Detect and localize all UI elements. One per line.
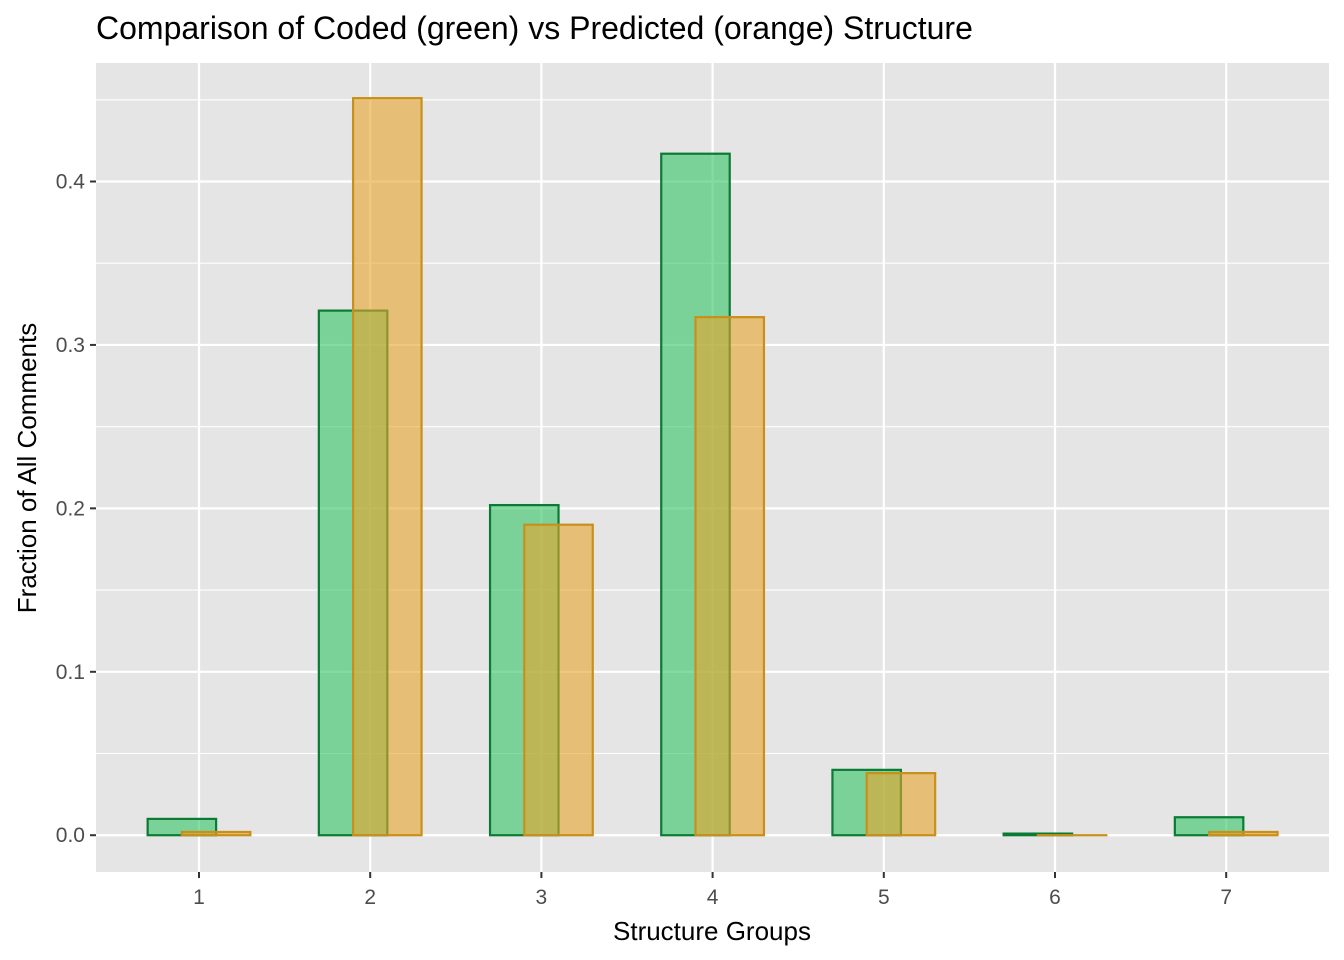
y-tick-label: 0.1 bbox=[56, 661, 85, 684]
x-tick-label: 2 bbox=[364, 886, 376, 909]
y-axis-title: Fraction of All Comments bbox=[12, 323, 42, 613]
x-tick-label: 6 bbox=[1049, 886, 1061, 909]
x-tick-label: 5 bbox=[878, 886, 890, 909]
x-tick-label: 4 bbox=[707, 886, 719, 909]
x-axis-ticks: 1 2 3 4 5 6 7 bbox=[193, 872, 1232, 909]
bar-series2-7 bbox=[1207, 830, 1279, 837]
bar-series2-3 bbox=[523, 523, 594, 837]
bar-series2-5 bbox=[865, 772, 937, 837]
x-axis-title: Structure Groups bbox=[613, 916, 811, 946]
x-tick-label: 3 bbox=[536, 886, 548, 909]
x-tick-label: 7 bbox=[1220, 886, 1232, 909]
y-axis-ticks: 0.0 0.1 0.2 0.3 0.4 bbox=[56, 170, 96, 847]
y-tick-label: 0.2 bbox=[56, 497, 85, 520]
y-tick-label: 0.4 bbox=[56, 170, 86, 193]
chart-title: Comparison of Coded (green) vs Predicted… bbox=[96, 10, 973, 46]
x-tick-label: 1 bbox=[193, 886, 205, 909]
bars bbox=[146, 97, 1279, 837]
y-tick-label: 0.0 bbox=[56, 824, 85, 847]
y-tick-label: 0.3 bbox=[56, 334, 85, 357]
bar-series2-1 bbox=[180, 830, 252, 837]
bar-series2-4 bbox=[694, 316, 766, 837]
bar-series2-2 bbox=[351, 97, 423, 837]
